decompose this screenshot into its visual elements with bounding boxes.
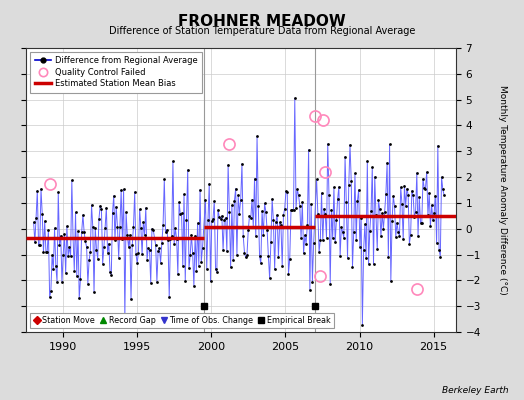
- Text: Berkeley Earth: Berkeley Earth: [442, 386, 508, 395]
- Y-axis label: Monthly Temperature Anomaly Difference (°C): Monthly Temperature Anomaly Difference (…: [498, 85, 507, 295]
- Text: Difference of Station Temperature Data from Regional Average: Difference of Station Temperature Data f…: [109, 26, 415, 36]
- Legend: Station Move, Record Gap, Time of Obs. Change, Empirical Break: Station Move, Record Gap, Time of Obs. C…: [30, 312, 334, 328]
- Text: FROHNER MEADOW: FROHNER MEADOW: [178, 14, 346, 29]
